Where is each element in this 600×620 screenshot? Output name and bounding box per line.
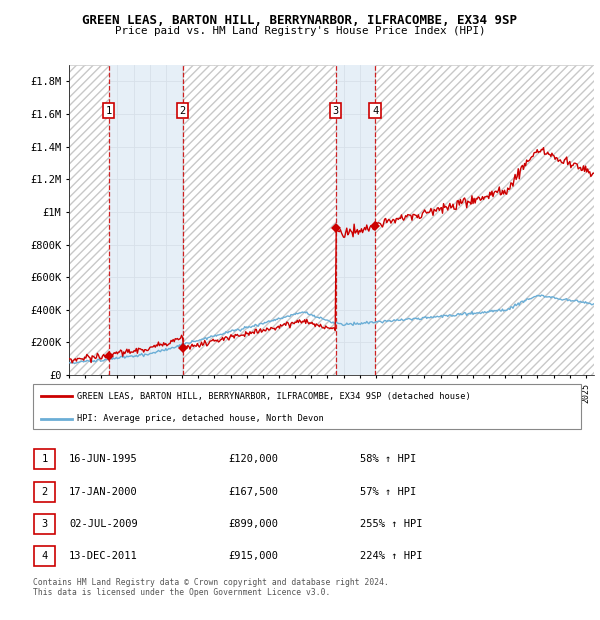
FancyBboxPatch shape xyxy=(34,514,55,534)
Text: 1: 1 xyxy=(106,106,112,116)
Text: 02-JUL-2009: 02-JUL-2009 xyxy=(69,519,138,529)
Text: 4: 4 xyxy=(41,551,47,561)
Text: 13-DEC-2011: 13-DEC-2011 xyxy=(69,551,138,561)
FancyBboxPatch shape xyxy=(34,482,55,502)
Text: £120,000: £120,000 xyxy=(228,454,278,464)
Bar xyxy=(183,65,335,375)
Text: 255% ↑ HPI: 255% ↑ HPI xyxy=(360,519,422,529)
Bar xyxy=(109,65,183,375)
Bar xyxy=(375,65,594,375)
Text: 224% ↑ HPI: 224% ↑ HPI xyxy=(360,551,422,561)
Text: 3: 3 xyxy=(41,519,47,529)
Text: 58% ↑ HPI: 58% ↑ HPI xyxy=(360,454,416,464)
FancyBboxPatch shape xyxy=(33,384,581,430)
Text: GREEN LEAS, BARTON HILL, BERRYNARBOR, ILFRACOMBE, EX34 9SP: GREEN LEAS, BARTON HILL, BERRYNARBOR, IL… xyxy=(83,14,517,27)
Bar xyxy=(69,65,109,375)
Text: 2: 2 xyxy=(179,106,186,116)
Text: 4: 4 xyxy=(372,106,378,116)
Text: 2: 2 xyxy=(41,487,47,497)
Text: £915,000: £915,000 xyxy=(228,551,278,561)
Text: 3: 3 xyxy=(332,106,338,116)
Text: HPI: Average price, detached house, North Devon: HPI: Average price, detached house, Nort… xyxy=(77,414,324,423)
Text: Price paid vs. HM Land Registry's House Price Index (HPI): Price paid vs. HM Land Registry's House … xyxy=(115,26,485,36)
Text: £167,500: £167,500 xyxy=(228,487,278,497)
Text: 16-JUN-1995: 16-JUN-1995 xyxy=(69,454,138,464)
Text: GREEN LEAS, BARTON HILL, BERRYNARBOR, ILFRACOMBE, EX34 9SP (detached house): GREEN LEAS, BARTON HILL, BERRYNARBOR, IL… xyxy=(77,392,471,401)
Text: £899,000: £899,000 xyxy=(228,519,278,529)
Bar xyxy=(335,65,375,375)
Text: 1: 1 xyxy=(41,454,47,464)
FancyBboxPatch shape xyxy=(34,450,55,469)
Text: Contains HM Land Registry data © Crown copyright and database right 2024.
This d: Contains HM Land Registry data © Crown c… xyxy=(33,578,389,597)
Text: 57% ↑ HPI: 57% ↑ HPI xyxy=(360,487,416,497)
FancyBboxPatch shape xyxy=(34,546,55,566)
Text: 17-JAN-2000: 17-JAN-2000 xyxy=(69,487,138,497)
